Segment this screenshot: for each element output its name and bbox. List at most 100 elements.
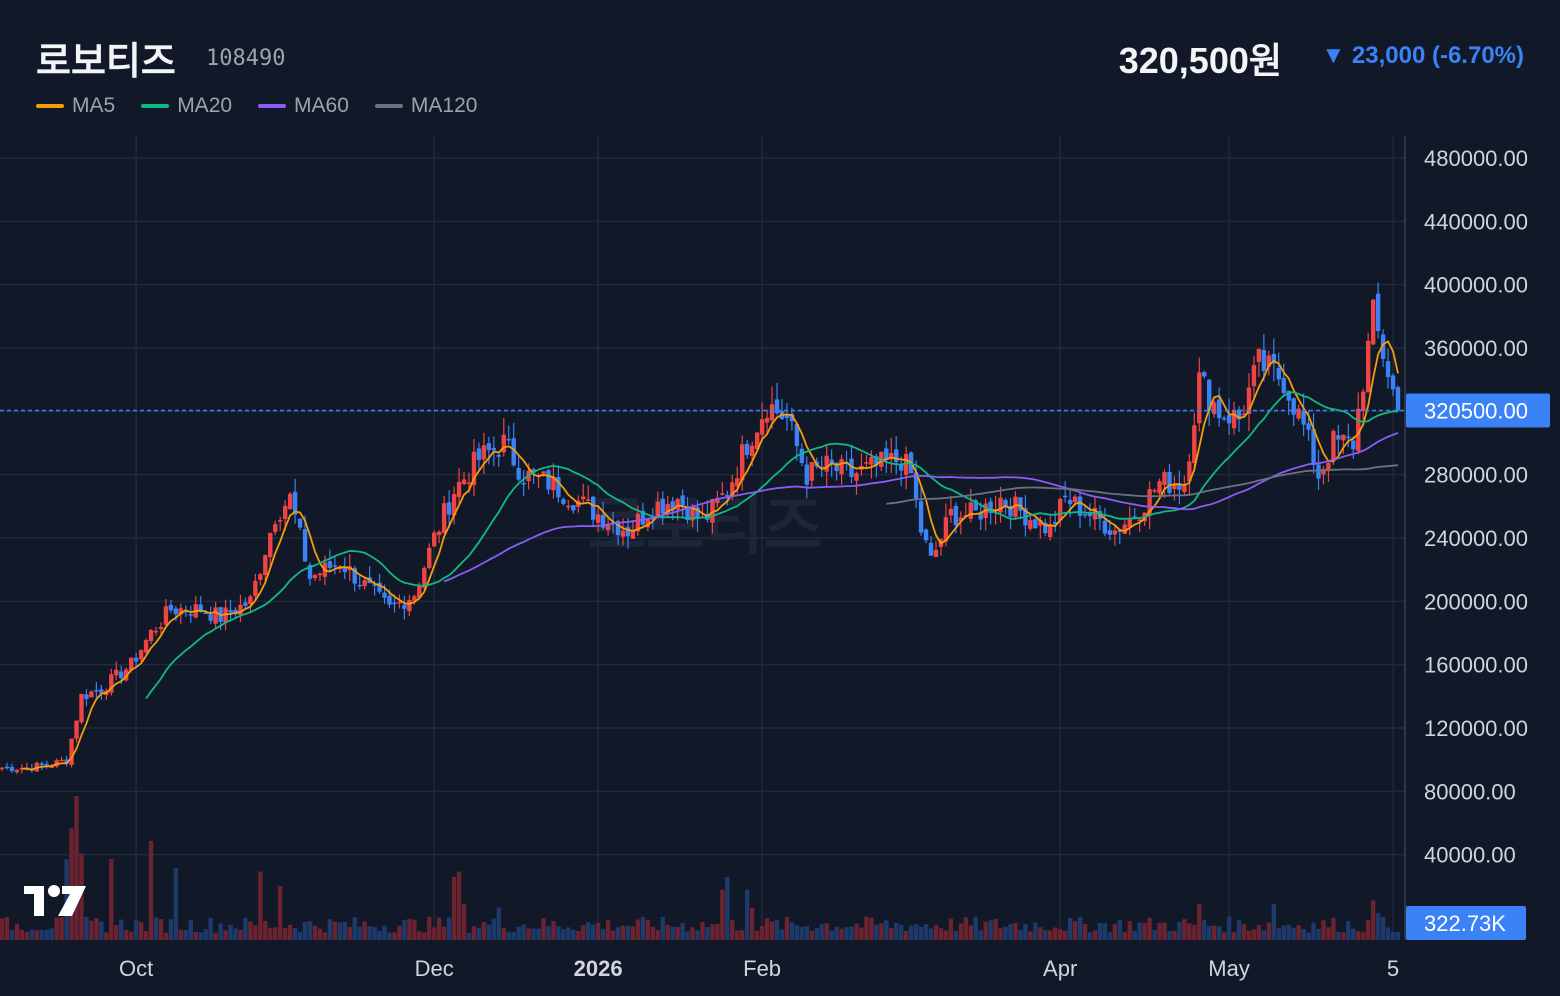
candle [1321,468,1326,475]
volume-bar [417,931,422,940]
volume-bar [1033,922,1038,940]
volume-bar [1008,924,1013,940]
legend-ma120[interactable]: MA120 [374,94,477,118]
candle [466,482,472,484]
volume-bar [397,925,402,940]
candle [1102,520,1108,534]
volume-bar [1370,900,1376,940]
candle [546,470,551,490]
volume-bar [491,918,497,940]
volume-bar [337,922,343,940]
volume-bar [764,918,770,940]
volume-bar [779,929,785,940]
volume-bar [481,922,487,940]
candle [248,596,253,605]
ma120-line [886,464,1399,505]
candle [1207,379,1212,411]
candle [764,417,770,423]
candle [432,532,437,547]
candle [749,445,755,457]
volume-bar [983,921,988,940]
volume-bar [774,920,780,940]
volume-bar [258,871,263,940]
volume-bar [953,930,959,940]
candle [590,496,596,520]
volume-bar [1241,924,1247,940]
candle [143,640,149,653]
volume-bar [143,931,149,940]
legend-ma20-label: MA20 [177,94,233,117]
candle [740,444,745,481]
candle [586,499,591,501]
candle [1311,429,1316,466]
volume-bar [754,930,760,940]
candle [79,694,84,723]
legend-ma60[interactable]: MA60 [258,94,349,118]
volume-bar [829,930,834,940]
volume-bar [625,925,631,940]
volume-bar [1251,929,1257,940]
volume-bar [988,920,993,940]
candle [799,448,805,463]
volume-bar [19,929,25,940]
volume-bar [923,924,929,940]
candle [441,503,447,533]
volume-bar [128,931,134,940]
candle [744,443,750,455]
candle [854,473,859,481]
legend-ma5[interactable]: MA5 [36,94,115,118]
candle [1192,425,1197,464]
volume-bar [307,921,313,940]
volume-bar [918,926,924,940]
volume-bars [0,796,1401,940]
candle [133,657,139,662]
volume-bar [69,828,74,940]
ma5-swatch [36,104,64,108]
candle [685,505,690,521]
volume-bar [1311,922,1316,940]
candle [114,669,119,676]
volume-bar [188,920,193,940]
volume-bar [640,916,646,940]
candle [84,694,89,699]
candle [1221,417,1227,420]
candle [451,494,457,516]
watermark: 로보티즈 [587,490,823,562]
volume-bar [913,924,919,940]
candle [1127,517,1132,528]
volume-bar [84,916,89,940]
volume-bar [148,841,154,940]
legend-ma20[interactable]: MA20 [141,94,232,118]
price-change-value: 23,000 (-6.70%) [1351,42,1524,69]
volume-bar [432,927,437,940]
volume-bar [1102,923,1108,940]
volume-bar [1296,925,1301,940]
price-tick: 280000.00 [1424,463,1528,488]
volume-bar [531,928,536,940]
candle [178,608,184,615]
volume-bar [1082,924,1088,940]
candle [715,497,720,503]
candle [1072,496,1078,503]
date-tick: May [1208,956,1250,981]
volume-bar [660,916,665,940]
candle [894,449,899,463]
candle [1053,522,1058,525]
volume-bar [173,868,179,940]
candle [1241,413,1247,416]
candle [849,458,854,477]
volume-bar [1321,920,1326,940]
volume-bar [213,932,218,940]
volume-bar [233,928,238,940]
volume-bar [546,926,551,940]
candle [754,432,760,450]
volume-bar [879,923,884,940]
candle [436,531,442,536]
candle [615,520,621,536]
volume-bar [402,920,407,940]
candle [680,495,685,506]
tradingview-logo-icon[interactable] [24,885,86,916]
volume-bar [1142,922,1147,940]
volume-bar [615,927,621,940]
